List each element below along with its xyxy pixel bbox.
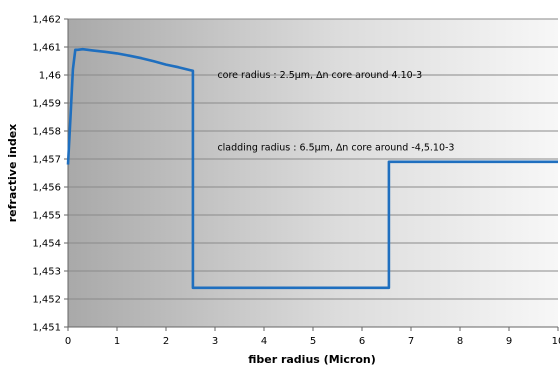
y-tick-label: 1,454: [32, 239, 61, 250]
x-tick-label: 3: [212, 336, 218, 347]
x-tick-label: 5: [310, 336, 316, 347]
x-tick-label: 7: [408, 336, 414, 347]
plot-background: [68, 19, 558, 327]
y-tick-label: 1,457: [32, 155, 61, 166]
y-tick-label: 1,455: [32, 211, 61, 222]
x-tick-label: 4: [261, 336, 267, 347]
y-tick-label: 1,456: [32, 183, 61, 194]
y-tick-label: 1,453: [32, 267, 61, 278]
y-tick-label: 1,458: [32, 127, 61, 138]
x-tick-label: 1: [114, 336, 120, 347]
y-tick-label: 1,46: [39, 71, 61, 82]
x-tick-label: 8: [457, 336, 463, 347]
y-tick-label: 1,452: [32, 295, 61, 306]
x-tick-label: 10: [552, 336, 560, 347]
x-tick-label: 9: [506, 336, 512, 347]
y-tick-label: 1,451: [32, 323, 61, 334]
y-tick-label: 1,462: [32, 15, 61, 26]
y-tick-label: 1,459: [32, 99, 61, 110]
axes: 1,451 1,452 1,453 1,454 1,455 1,456 1,457 1,458…: [32, 15, 560, 348]
x-tick-label: 6: [359, 336, 365, 347]
grid-lines: [68, 18, 558, 328]
x-tick-label: 0: [65, 336, 71, 347]
series-layer: [66, 47, 558, 290]
y-tick-label: 1,461: [32, 43, 61, 54]
series-line: [66, 47, 558, 290]
x-axis-label: fiber radius (Micron): [248, 353, 376, 366]
annotations: core radius : 2.5µm, ∆n core around 4.10…: [217, 70, 454, 154]
y-axis-label: refractive index: [6, 124, 19, 223]
annotation-label: core radius : 2.5µm, ∆n core around 4.10…: [217, 70, 422, 81]
x-tick-label: 2: [163, 336, 169, 347]
annotation-label: cladding radius : 6.5µm, ∆n core around …: [217, 143, 454, 154]
